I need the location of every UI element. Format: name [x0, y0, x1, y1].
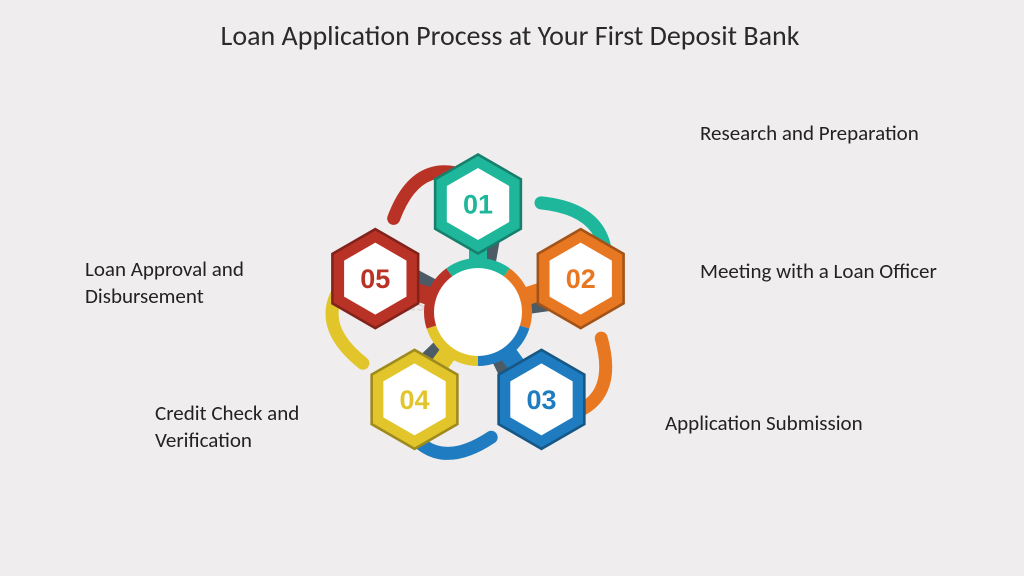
step-label-3: Application Submission — [665, 410, 965, 437]
step-label-2: Meeting with a Loan Officer — [700, 258, 1000, 285]
step-number-4: 04 — [399, 385, 429, 415]
step-label-1: Research and Preparation — [700, 120, 990, 147]
step-label-5: Loan Approval and Disbursement — [85, 256, 305, 311]
step-number-1: 01 — [463, 189, 493, 219]
step-label-4: Credit Check and Verification — [155, 400, 365, 455]
step-number-2: 02 — [566, 264, 596, 294]
step-number-3: 03 — [526, 385, 556, 415]
step-number-5: 05 — [360, 264, 390, 294]
